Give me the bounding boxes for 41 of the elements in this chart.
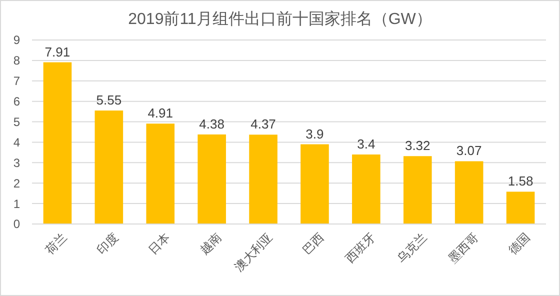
y-tick-label: 9 bbox=[13, 33, 20, 48]
y-tick-label: 1 bbox=[13, 196, 20, 211]
data-label: 3.07 bbox=[456, 143, 482, 158]
data-label: 1.58 bbox=[508, 174, 534, 189]
y-tick-label: 3 bbox=[13, 156, 20, 170]
y-tick-label: 7 bbox=[13, 74, 20, 88]
data-label: 4.37 bbox=[250, 116, 276, 132]
x-tick-label: 乌克兰 bbox=[394, 230, 430, 266]
bar bbox=[249, 134, 278, 224]
bar bbox=[43, 62, 72, 224]
x-tick-label: 澳大利亚 bbox=[231, 230, 276, 274]
y-tick-label: 2 bbox=[13, 176, 20, 190]
data-label: 4.91 bbox=[148, 106, 174, 121]
x-tick-label: 墨西哥 bbox=[446, 230, 482, 266]
x-tick-label: 西班牙 bbox=[342, 230, 378, 266]
bar bbox=[198, 134, 226, 224]
bar bbox=[300, 144, 329, 224]
bar bbox=[506, 192, 535, 224]
data-label: 3.4 bbox=[357, 136, 376, 152]
x-tick-label: 印度 bbox=[94, 230, 121, 258]
bar bbox=[454, 161, 484, 224]
data-label: 3.32 bbox=[404, 138, 430, 154]
data-label: 3.9 bbox=[306, 126, 324, 142]
y-tick-label: 6 bbox=[13, 94, 20, 109]
bar bbox=[352, 154, 380, 224]
y-tick-label: 5 bbox=[13, 114, 20, 129]
y-tick-label: 8 bbox=[13, 54, 20, 68]
x-tick-label: 巴西 bbox=[300, 230, 327, 258]
x-tick-label: 荷兰 bbox=[42, 230, 70, 258]
x-tick-label: 日本 bbox=[146, 230, 172, 258]
data-label: 4.38 bbox=[199, 116, 224, 132]
x-tick-label: 越南 bbox=[197, 230, 224, 258]
data-label: 5.55 bbox=[96, 92, 122, 108]
chart-title: 2019前11月组件出口前十国家排名（GW） bbox=[128, 10, 432, 28]
bar bbox=[146, 124, 175, 224]
bar bbox=[403, 156, 432, 224]
bar bbox=[94, 110, 124, 224]
x-tick-label: 德国 bbox=[506, 230, 533, 258]
y-tick-label: 0 bbox=[13, 217, 20, 232]
data-label: 7.91 bbox=[44, 44, 70, 60]
y-tick-label: 4 bbox=[13, 135, 20, 150]
